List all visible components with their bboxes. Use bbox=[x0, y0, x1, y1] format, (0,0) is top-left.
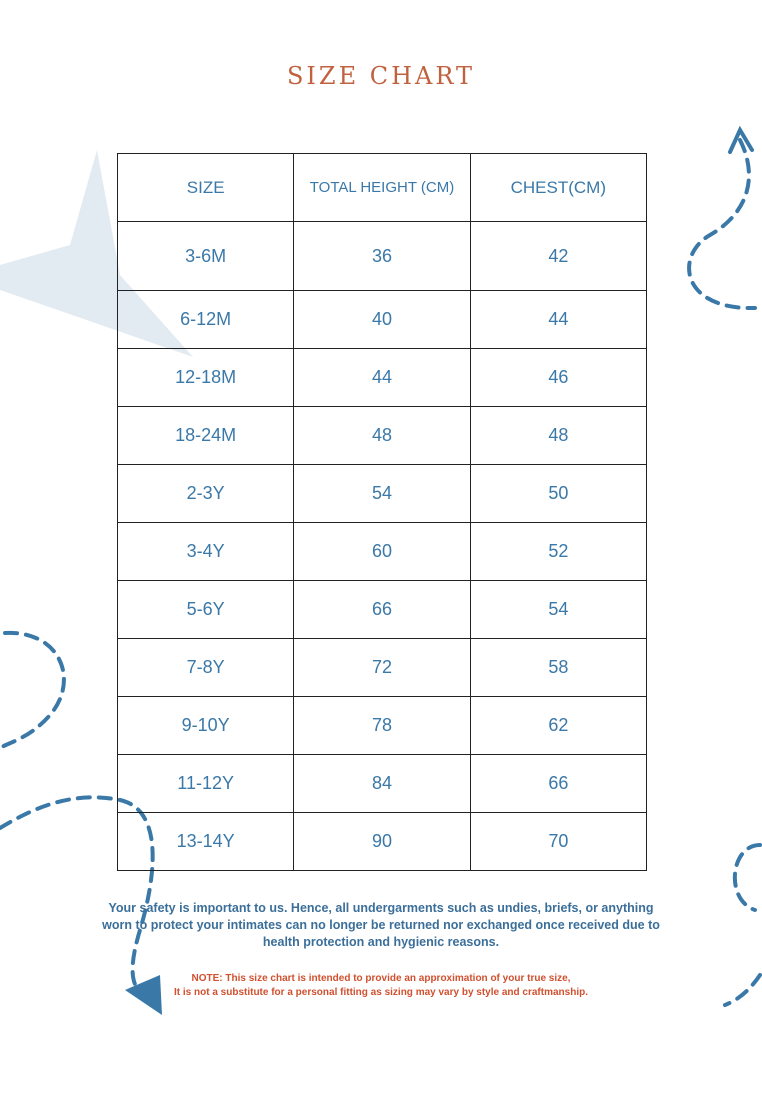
table-cell: 2-3Y bbox=[116, 464, 295, 523]
disclaimer: NOTE: This size chart is intended to pro… bbox=[80, 972, 682, 1000]
table-cell: 50 bbox=[469, 464, 648, 523]
table-cell: 36 bbox=[293, 221, 471, 291]
arrow-head bbox=[125, 975, 162, 1015]
title: SIZE CHART bbox=[286, 62, 476, 90]
table-row: 2-3Y 54 50 bbox=[116, 464, 648, 523]
safety-note: Your safety is important to us. Hence, a… bbox=[102, 901, 660, 949]
table-cell: 46 bbox=[469, 348, 648, 407]
arrow-head bbox=[728, 125, 754, 154]
table-row: 18-24M 48 48 bbox=[116, 406, 648, 465]
table-cell: 40 bbox=[293, 290, 471, 349]
header-row: SIZE TOTAL HEIGHT (CM) CHEST(CM) bbox=[116, 153, 648, 222]
table-cell: 78 bbox=[293, 696, 471, 755]
table-cell: 90 bbox=[293, 812, 471, 871]
disclaimer-line: It is not a substitute for a personal fi… bbox=[174, 987, 588, 998]
table-cell: 66 bbox=[469, 754, 648, 813]
table-row: 5-6Y 66 54 bbox=[116, 580, 648, 639]
table-cell: 70 bbox=[469, 812, 648, 871]
table-row: 13-14Y 90 70 bbox=[116, 812, 648, 871]
table-row: 12-18M 44 46 bbox=[116, 348, 648, 407]
table-cell: 60 bbox=[293, 522, 471, 581]
table-cell: 42 bbox=[469, 221, 648, 291]
table-cell: 66 bbox=[293, 580, 471, 639]
disclaimer-line: NOTE: This size chart is intended to pro… bbox=[191, 973, 571, 984]
table-cell: 3-6M bbox=[116, 221, 295, 291]
table-cell: 18-24M bbox=[116, 406, 295, 465]
table-cell: 44 bbox=[469, 290, 648, 349]
table-row: 3-4Y 60 52 bbox=[116, 522, 648, 581]
table-row: 6-12M 40 44 bbox=[116, 290, 648, 349]
table-cell: 52 bbox=[469, 522, 648, 581]
table-cell: 3-4Y bbox=[116, 522, 295, 581]
table-cell: 12-18M bbox=[116, 348, 295, 407]
table-row: 3-6M 36 42 bbox=[116, 221, 648, 291]
column-header: CHEST(CM) bbox=[469, 153, 648, 222]
table-cell: 62 bbox=[469, 696, 648, 755]
table-row: 7-8Y 72 58 bbox=[116, 638, 648, 697]
column-header: SIZE bbox=[116, 153, 295, 222]
table-cell: 7-8Y bbox=[116, 638, 295, 697]
table-row: 9-10Y 78 62 bbox=[116, 696, 648, 755]
table-row: 11-12Y 84 66 bbox=[116, 754, 648, 813]
table-cell: 54 bbox=[469, 580, 648, 639]
table-cell: 5-6Y bbox=[116, 580, 295, 639]
table-cell: 44 bbox=[293, 348, 471, 407]
table-cell: 13-14Y bbox=[116, 812, 295, 871]
column-header: TOTAL HEIGHT (CM) bbox=[293, 153, 471, 222]
table-cell: 58 bbox=[469, 638, 648, 697]
table-cell: 6-12M bbox=[116, 290, 295, 349]
table-cell: 84 bbox=[293, 754, 471, 813]
table-cell: 48 bbox=[293, 406, 471, 465]
size-table: SIZE TOTAL HEIGHT (CM) CHEST(CM) 3-6M 36 4… bbox=[116, 153, 648, 871]
table-cell: 72 bbox=[293, 638, 471, 697]
table-cell: 48 bbox=[469, 406, 648, 465]
table-cell: 9-10Y bbox=[116, 696, 295, 755]
table-cell: 54 bbox=[293, 464, 471, 523]
table-cell: 11-12Y bbox=[116, 754, 295, 813]
